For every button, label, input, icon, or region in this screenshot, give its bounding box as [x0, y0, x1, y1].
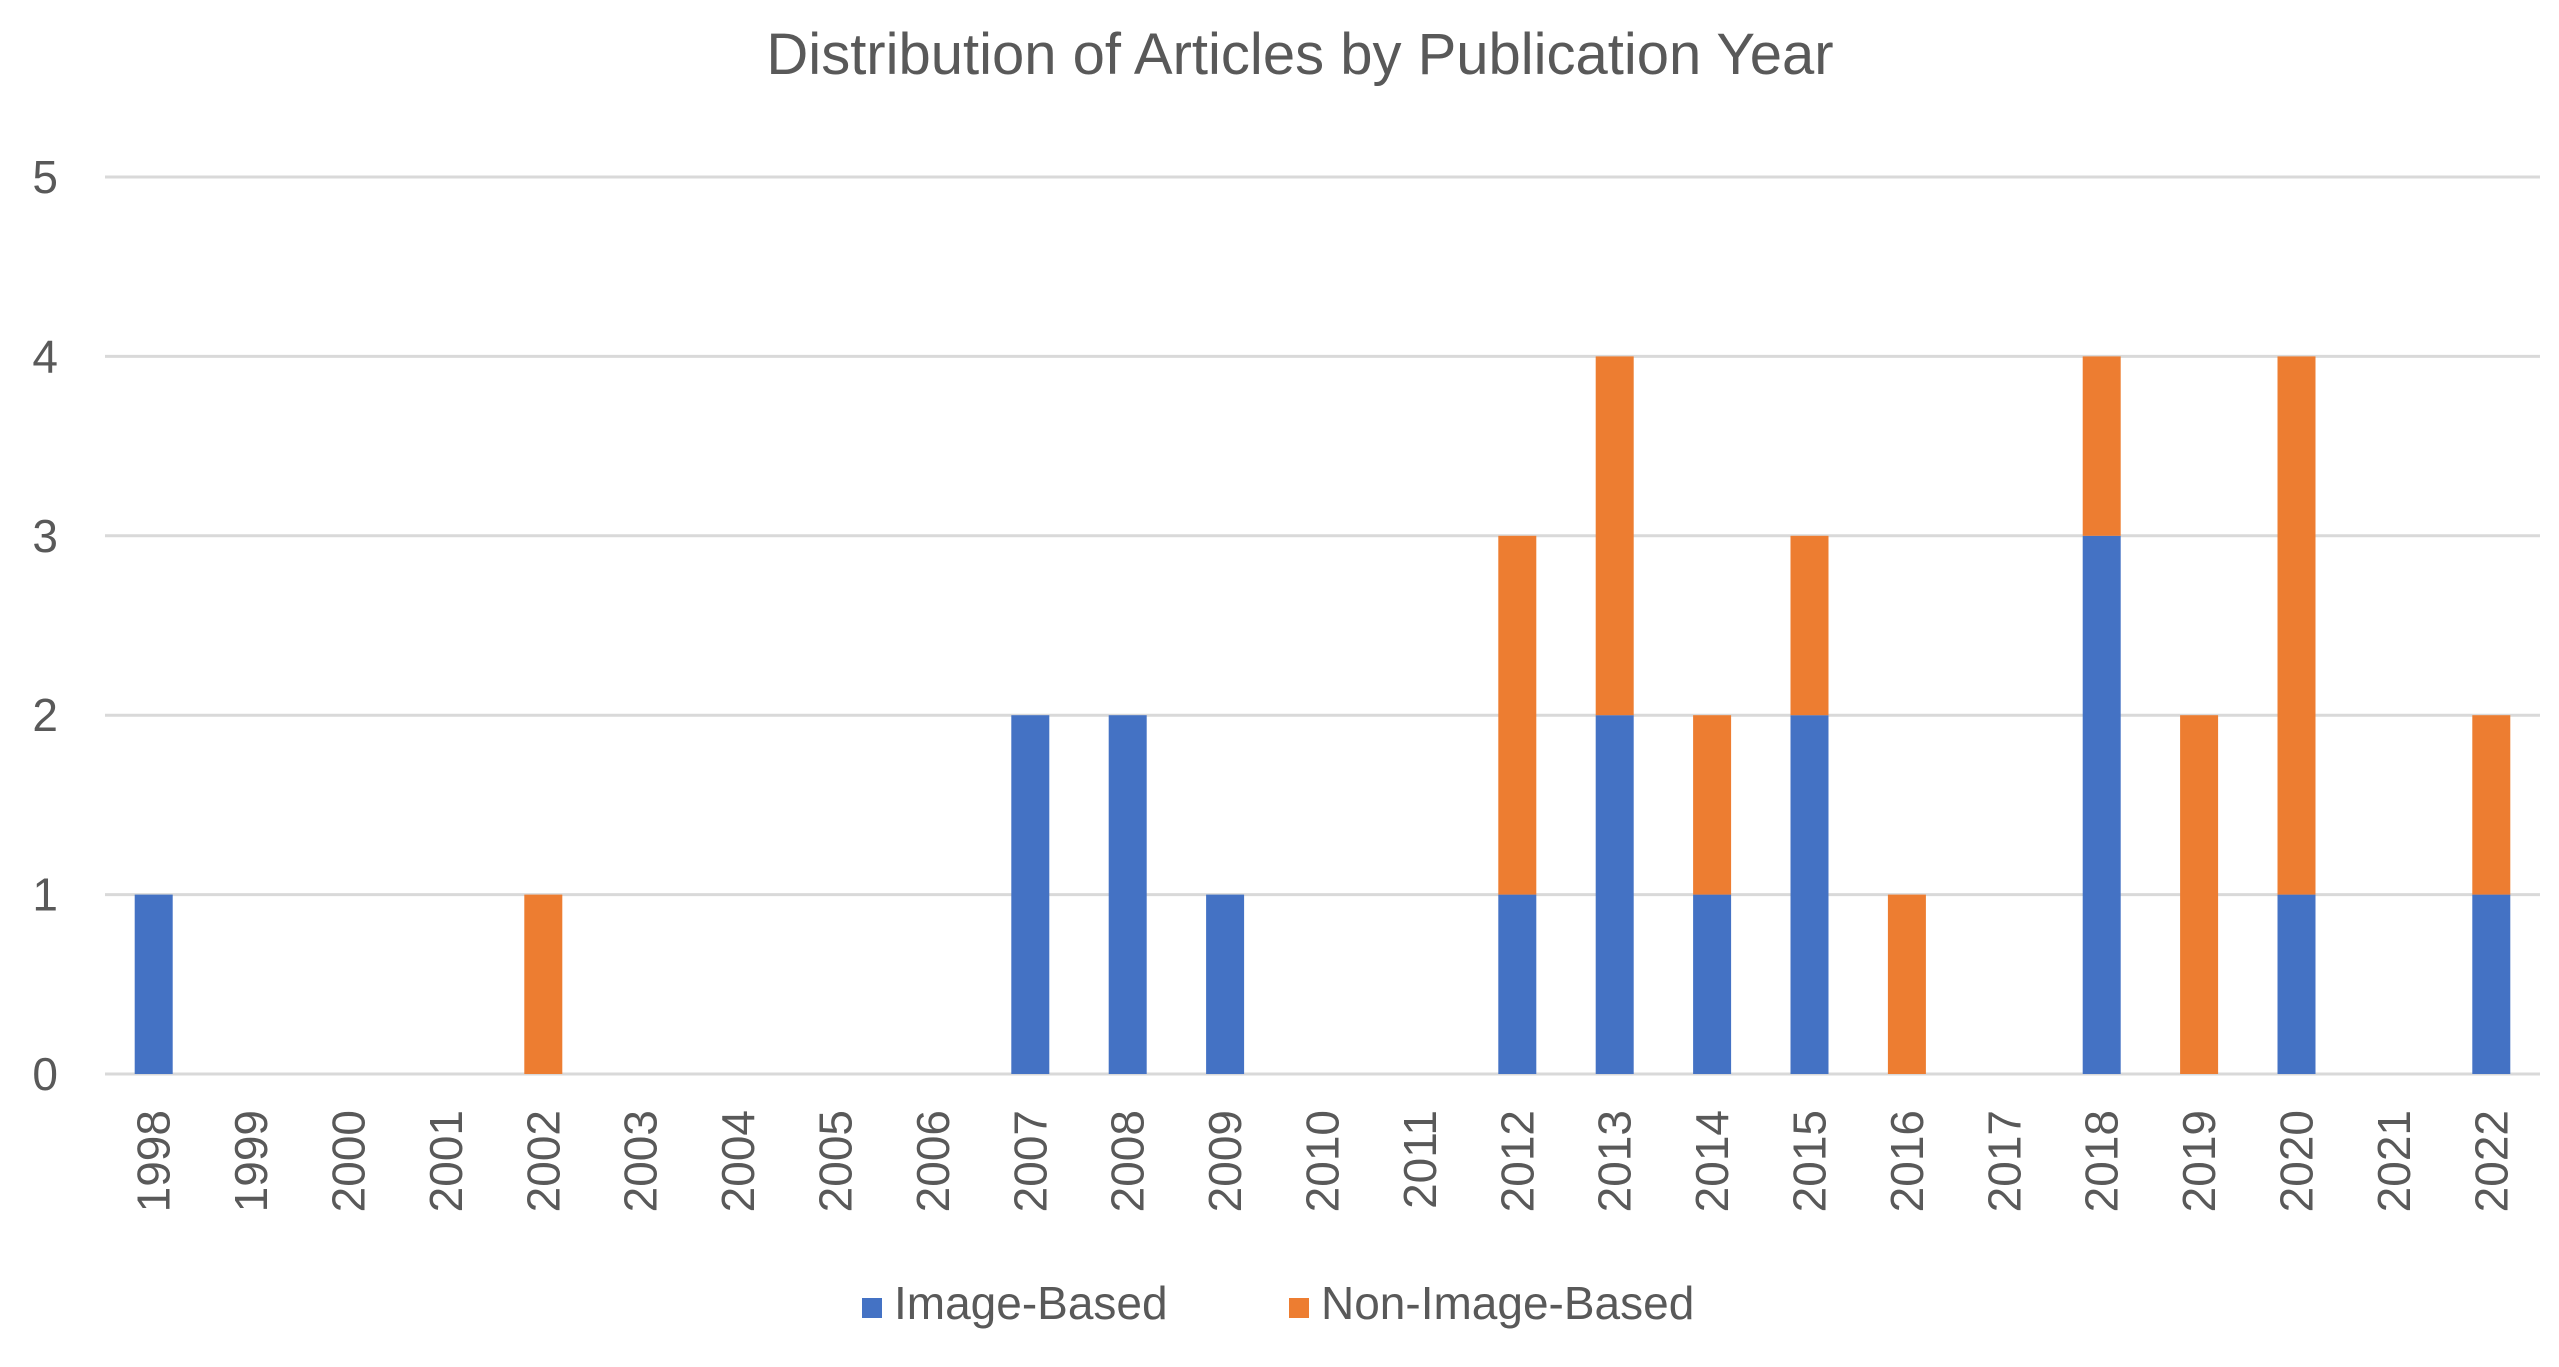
- x-tick-label: 2018: [2076, 1110, 2128, 1212]
- gridlines: [105, 175, 2540, 1076]
- y-tick-label: 3: [32, 510, 58, 562]
- x-tick-label: 2016: [1881, 1110, 1933, 1212]
- legend-swatch-image-based: [862, 1298, 882, 1318]
- x-tick-label: 2001: [420, 1110, 472, 1212]
- x-tick-label: 2008: [1102, 1110, 1154, 1212]
- x-tick-label: 2013: [1589, 1110, 1641, 1212]
- legend: Image-Based Non-Image-Based: [862, 1277, 1694, 1329]
- x-tick-label: 2000: [323, 1110, 375, 1212]
- x-tick-label: 2006: [907, 1110, 959, 1212]
- x-tick-label: 2004: [712, 1110, 764, 1212]
- y-tick-label: 0: [32, 1048, 58, 1100]
- y-tick-label: 2: [32, 689, 58, 741]
- bar-non-image-based-2002: [524, 894, 563, 1074]
- bar-image-based-2009: [1206, 894, 1245, 1074]
- x-tick-label: 2012: [1491, 1110, 1543, 1212]
- bar-image-based-2008: [1108, 715, 1147, 1074]
- x-tick-label: 2015: [1784, 1110, 1836, 1212]
- bar-image-based-2012: [1498, 894, 1537, 1074]
- bar-image-based-2022: [2472, 894, 2511, 1074]
- x-tick-label: 2009: [1199, 1110, 1251, 1212]
- x-tick-label: 2002: [517, 1110, 569, 1212]
- bar-non-image-based-2022: [2472, 715, 2511, 895]
- bar-non-image-based-2014: [1693, 715, 1732, 895]
- legend-swatch-non-image-based: [1289, 1298, 1309, 1318]
- x-tick-label: 2003: [615, 1110, 667, 1212]
- x-tick-label: 2022: [2465, 1110, 2517, 1212]
- y-axis-tick-labels: 0 1 2 3 4 5: [32, 151, 58, 1100]
- x-tick-label: 2021: [2368, 1110, 2420, 1212]
- x-tick-label: 2005: [810, 1110, 862, 1212]
- bar-image-based-2020: [2277, 894, 2316, 1074]
- x-tick-label: 2010: [1297, 1110, 1349, 1212]
- x-tick-label: 2014: [1686, 1110, 1738, 1212]
- bar-non-image-based-2013: [1595, 356, 1634, 716]
- chart-title: Distribution of Articles by Publication …: [766, 22, 1833, 87]
- x-tick-label: 1998: [128, 1110, 180, 1212]
- y-tick-label: 4: [32, 330, 58, 382]
- bar-non-image-based-2018: [2082, 356, 2121, 536]
- bar-non-image-based-2012: [1498, 535, 1537, 895]
- y-tick-label: 1: [32, 869, 58, 921]
- bar-image-based-2014: [1693, 894, 1732, 1074]
- x-tick-label: 2007: [1004, 1110, 1056, 1212]
- bar-image-based-2013: [1595, 715, 1634, 1074]
- x-axis-tick-labels: 1998 1999 2000 2001 2002 2003 2004 2005 2006 2007…: [128, 1110, 2518, 1212]
- bar-image-based-1998: [134, 894, 173, 1074]
- bar-image-based-2015: [1790, 715, 1829, 1074]
- x-tick-label: 2017: [1978, 1110, 2030, 1212]
- x-tick-label: 1999: [225, 1110, 277, 1212]
- bar-non-image-based-2015: [1790, 535, 1829, 716]
- x-tick-label: 2011: [1394, 1110, 1446, 1209]
- bar-non-image-based-2016: [1887, 894, 1926, 1074]
- bars: [134, 356, 2511, 1074]
- legend-label-non-image-based: Non-Image-Based: [1321, 1277, 1694, 1329]
- bar-image-based-2018: [2082, 535, 2121, 1074]
- legend-label-image-based: Image-Based: [894, 1277, 1168, 1329]
- x-tick-label: 2019: [2173, 1110, 2225, 1212]
- bar-non-image-based-2020: [2277, 356, 2316, 895]
- y-tick-label: 5: [32, 151, 58, 203]
- bar-image-based-2007: [1011, 715, 1050, 1074]
- x-tick-label: 2020: [2271, 1110, 2323, 1212]
- bar-non-image-based-2019: [2180, 715, 2219, 1074]
